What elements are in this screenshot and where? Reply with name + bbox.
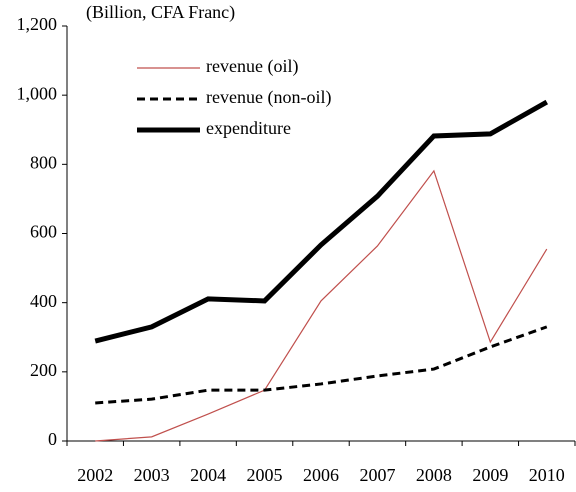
- legend-label: revenue (oil): [206, 56, 298, 77]
- x-tick-label: 2008: [416, 465, 452, 485]
- y-axis-label: (Billion, CFA Franc): [86, 2, 235, 23]
- y-tick-label: 600: [30, 222, 57, 242]
- y-tick-label: 400: [30, 291, 57, 311]
- y-tick-label: 0: [48, 429, 57, 449]
- x-tick-label: 2003: [134, 465, 170, 485]
- x-tick-label: 2010: [529, 465, 565, 485]
- x-tick-label: 2009: [472, 465, 508, 485]
- series-line: [95, 325, 548, 405]
- y-tick-label: 800: [30, 152, 57, 172]
- x-tick-label: 2002: [77, 465, 113, 485]
- y-tick-label: 1,200: [17, 14, 58, 34]
- series-line: [94, 99, 549, 344]
- x-tick-label: 2006: [303, 465, 339, 485]
- x-tick-label: 2007: [359, 465, 395, 485]
- y-tick-label: 1,000: [17, 83, 58, 103]
- legend-label: expenditure: [206, 118, 291, 138]
- legend-label: revenue (non-oil): [206, 87, 331, 108]
- x-tick-label: 2005: [247, 465, 283, 485]
- x-tick-label: 2004: [190, 465, 226, 485]
- y-tick-label: 200: [30, 360, 57, 380]
- series-line: [95, 169, 548, 442]
